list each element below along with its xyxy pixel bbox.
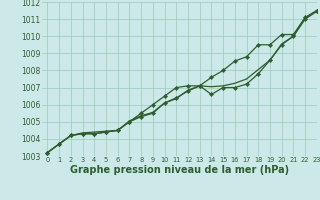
X-axis label: Graphe pression niveau de la mer (hPa): Graphe pression niveau de la mer (hPa) <box>70 165 289 175</box>
